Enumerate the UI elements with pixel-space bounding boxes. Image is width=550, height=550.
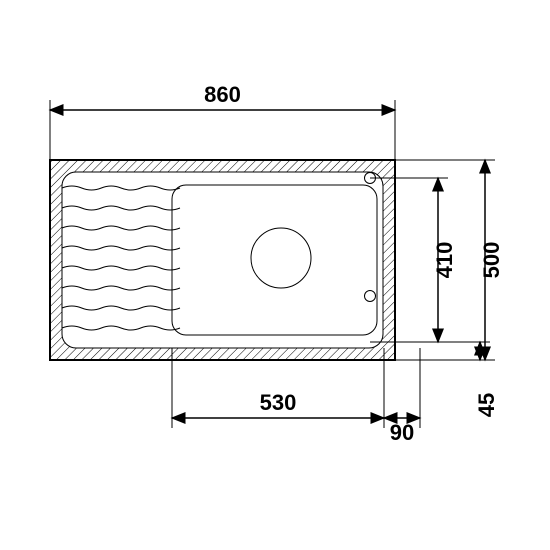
dim-label-530: 530 bbox=[260, 390, 297, 415]
dim-label-45: 45 bbox=[474, 393, 499, 417]
dim-label-90: 90 bbox=[390, 420, 414, 445]
dim-label-410: 410 bbox=[432, 242, 457, 279]
dim-label-500: 500 bbox=[479, 242, 504, 279]
dim-label-860: 860 bbox=[204, 82, 241, 107]
sink-inner-fill bbox=[62, 172, 383, 348]
